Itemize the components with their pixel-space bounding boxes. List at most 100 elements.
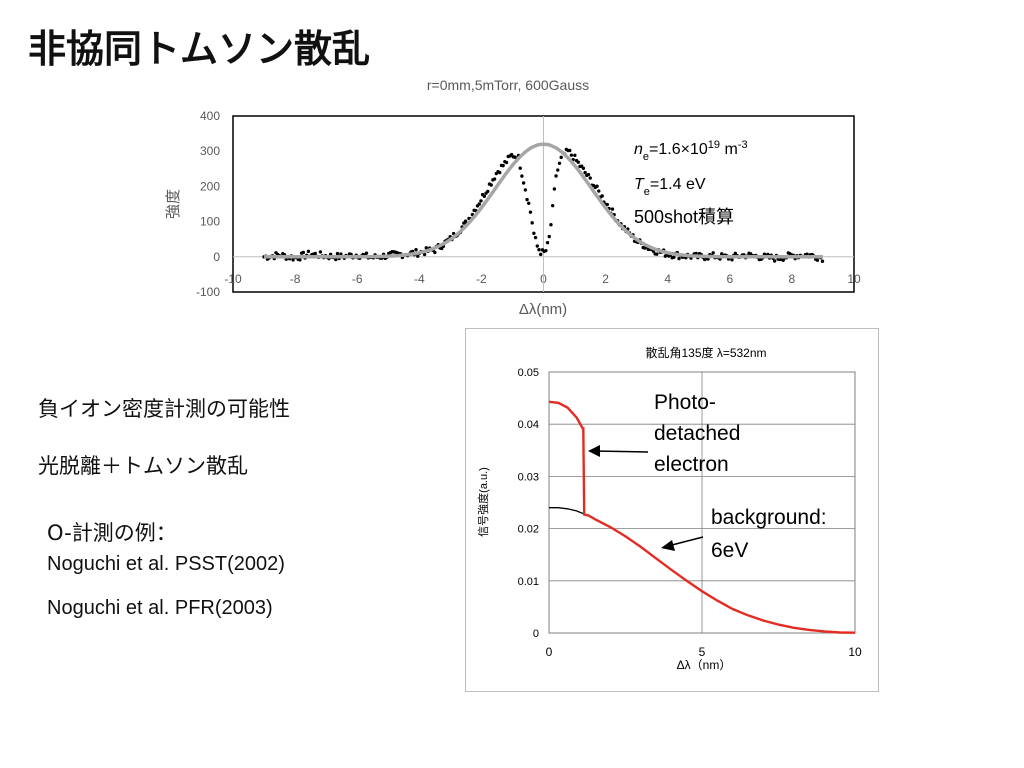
chart1-y-tick-label: 100 [200, 215, 220, 229]
chart1-measured-point [486, 189, 490, 194]
chart1-measured-point [492, 177, 497, 181]
chart1-measured-point [583, 170, 587, 175]
chart1-measured-point [595, 184, 599, 188]
slide-title: 非協同トムソン散乱 [28, 27, 371, 71]
chart2-y-axis-label: 信号強度(a.u.) [476, 467, 490, 537]
arrow-to-background [661, 536, 704, 551]
annotation-background: background: 6eV [711, 506, 827, 562]
chart1-measured-point [610, 207, 615, 211]
annotation-photodetached-line1: Photo- [654, 391, 716, 414]
chart1-measured-point [339, 252, 343, 256]
chart1-measured-point [501, 163, 505, 168]
chart1-measured-point [576, 160, 580, 164]
chart1-title: r=0mm,5mTorr, 600Gauss [427, 77, 589, 93]
chart1-measured-point [532, 231, 536, 235]
annotation-te: Te=1.4 eV [634, 176, 706, 198]
chart1-measured-point [581, 166, 586, 170]
photodetachment-chart-box: 散乱角135度 λ=532nm 0 0.01 0.02 0.03 0.04 0.05 0 5… [465, 328, 879, 692]
chart2-y-tick-label: 0.01 [518, 576, 539, 588]
chart1-measured-point [518, 166, 522, 170]
chart1-measured-point [364, 251, 369, 255]
chart1-measured-point [422, 252, 427, 257]
chart2-title: 散乱角135度 λ=532nm [645, 345, 766, 360]
chart1-measured-point [677, 256, 681, 261]
chart1-measured-point [414, 247, 418, 252]
photodetachment-chart: 散乱角135度 λ=532nm 0 0.01 0.02 0.03 0.04 0.05 0 5… [476, 345, 862, 672]
body-text-negative-ion: 負イオン密度計測の可能性 [38, 397, 290, 421]
chart1-measured-point [588, 176, 592, 180]
reference-1: Noguchi et al. PSST(2002) [47, 553, 285, 575]
chart1-measured-point [537, 247, 541, 252]
chart1-measured-point [544, 248, 548, 253]
chart1-measured-point [416, 254, 420, 258]
chart1-x-tick-label: -6 [352, 272, 363, 286]
chart2-y-tick-label: 0.03 [518, 471, 539, 483]
example-label: O-計測の例： [47, 521, 177, 545]
chart1-measured-point [504, 160, 509, 165]
chart1-measured-point [530, 221, 534, 225]
chart1-x-tick-labels: -10-8-6-4-20246810 [224, 272, 861, 286]
chart2-y-tick-label: 0.02 [518, 524, 539, 536]
chart1-measured-point [334, 257, 338, 262]
annotation-ne: ne=1.6×1019 m-3 [634, 139, 748, 163]
chart2-x-tick-label: 0 [546, 645, 553, 659]
chart2-x-tick-label: 10 [848, 645, 862, 659]
chart1-measured-point [318, 250, 323, 254]
chart2-photodetached-line [548, 400, 856, 634]
chart1-measured-point [298, 258, 302, 262]
chart1-measured-point [556, 168, 560, 172]
chart1-measured-point [528, 210, 533, 214]
chart1-x-axis-label: Δλ(nm) [519, 301, 567, 318]
chart1-measured-point [523, 188, 528, 192]
chart2-x-tick-label: 5 [699, 645, 706, 659]
chart1-x-tick-label: -8 [290, 272, 301, 286]
chart1-measured-point [550, 203, 555, 208]
chart1-measured-point [597, 189, 601, 193]
chart1-measured-point [527, 201, 531, 205]
chart2-y-tick-label: 0.05 [518, 367, 539, 379]
chart2-x-tick-labels: 0 5 10 [546, 645, 862, 659]
chart1-measured-point [482, 194, 487, 198]
chart1-measured-point [463, 219, 468, 223]
chart1-gaussian-fit-line [264, 142, 823, 259]
chart2-x-axis-label: Δλ（nm） [677, 658, 732, 672]
body-text-photodetachment: 光脱離＋トムソン散乱 [38, 454, 248, 478]
chart1-measured-point [554, 174, 558, 178]
chart2-y-tick-labels: 0 0.01 0.02 0.03 0.04 0.05 [518, 367, 539, 640]
chart1-measured-point [291, 258, 295, 262]
annotation-photodetached-line2: detached [654, 422, 740, 445]
annotation-shots: 500shot積算 [634, 207, 734, 227]
chart1-measured-point [539, 252, 543, 257]
chart1-x-tick-label: 8 [789, 272, 796, 286]
chart1-measured-point [547, 234, 551, 239]
chart1-measured-point [772, 259, 777, 263]
chart1-y-tick-label: 400 [200, 109, 220, 123]
chart2-gridlines [548, 371, 856, 634]
chart1-measured-point [313, 251, 317, 256]
chart1-measured-point [672, 255, 676, 260]
arrow-to-photodetached [588, 445, 649, 457]
chart1-y-axis-label: 強度 [165, 189, 182, 219]
chart2-y-tick-label: 0.04 [518, 419, 539, 431]
chart1-measured-point [711, 251, 715, 255]
chart1-measured-point [730, 258, 734, 262]
chart1-measured-point [525, 197, 529, 202]
chart1-x-tick-label: -2 [476, 272, 487, 286]
chart1-measured-point [586, 172, 591, 177]
chart1-measured-point [424, 246, 428, 250]
chart1-measured-point [600, 194, 604, 198]
chart1-measured-point [549, 223, 553, 227]
chart1-measured-point [552, 187, 557, 191]
chart1-y-tick-label: -100 [196, 285, 220, 299]
annotation-photodetached-line3: electron [654, 453, 729, 476]
chart1-y-tick-labels: -100 0 100 200 300 400 [196, 109, 220, 299]
chart2-background-line [549, 507, 585, 515]
chart1-measured-point [520, 174, 524, 178]
chart1-measured-point [545, 240, 550, 245]
chart1-y-tick-label: 200 [200, 179, 220, 193]
chart1-measured-point [557, 161, 562, 165]
chart1-measured-point [568, 148, 572, 153]
chart2-y-tick-label: 0 [533, 628, 539, 640]
chart1-measured-point [521, 181, 526, 185]
chart1-measured-point [535, 244, 539, 248]
